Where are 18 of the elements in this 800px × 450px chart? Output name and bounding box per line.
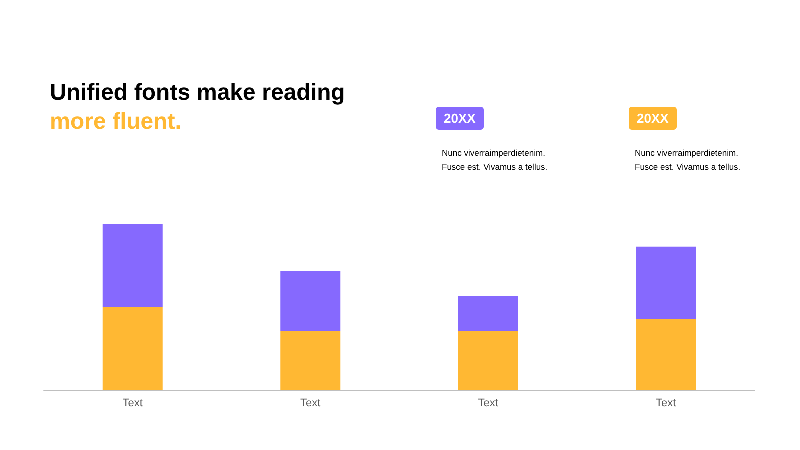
chart-title: Unified fonts make reading xyxy=(50,78,346,107)
bar xyxy=(280,331,341,390)
bar xyxy=(458,331,518,390)
bar xyxy=(636,246,696,319)
chart-subtitle: more fluent. xyxy=(50,107,182,136)
x-tick-label: Text xyxy=(300,398,321,410)
x-tick-label: Text xyxy=(122,398,143,410)
x-tick-label: Text xyxy=(656,398,676,410)
x-tick-label: Text xyxy=(478,398,498,410)
text: 20XX xyxy=(436,107,484,130)
bar xyxy=(636,318,696,390)
text: 20XX xyxy=(629,107,677,130)
bar xyxy=(102,307,163,390)
bar xyxy=(458,296,518,332)
text: Nunc viverraimperdietenim. Fusce est. Vivamus a tellus. xyxy=(442,147,549,174)
text: Nunc viverraimperdietenim. Fusce est. Vivamus a tellus. xyxy=(635,147,742,174)
bar xyxy=(280,271,341,332)
bar xyxy=(102,224,163,307)
